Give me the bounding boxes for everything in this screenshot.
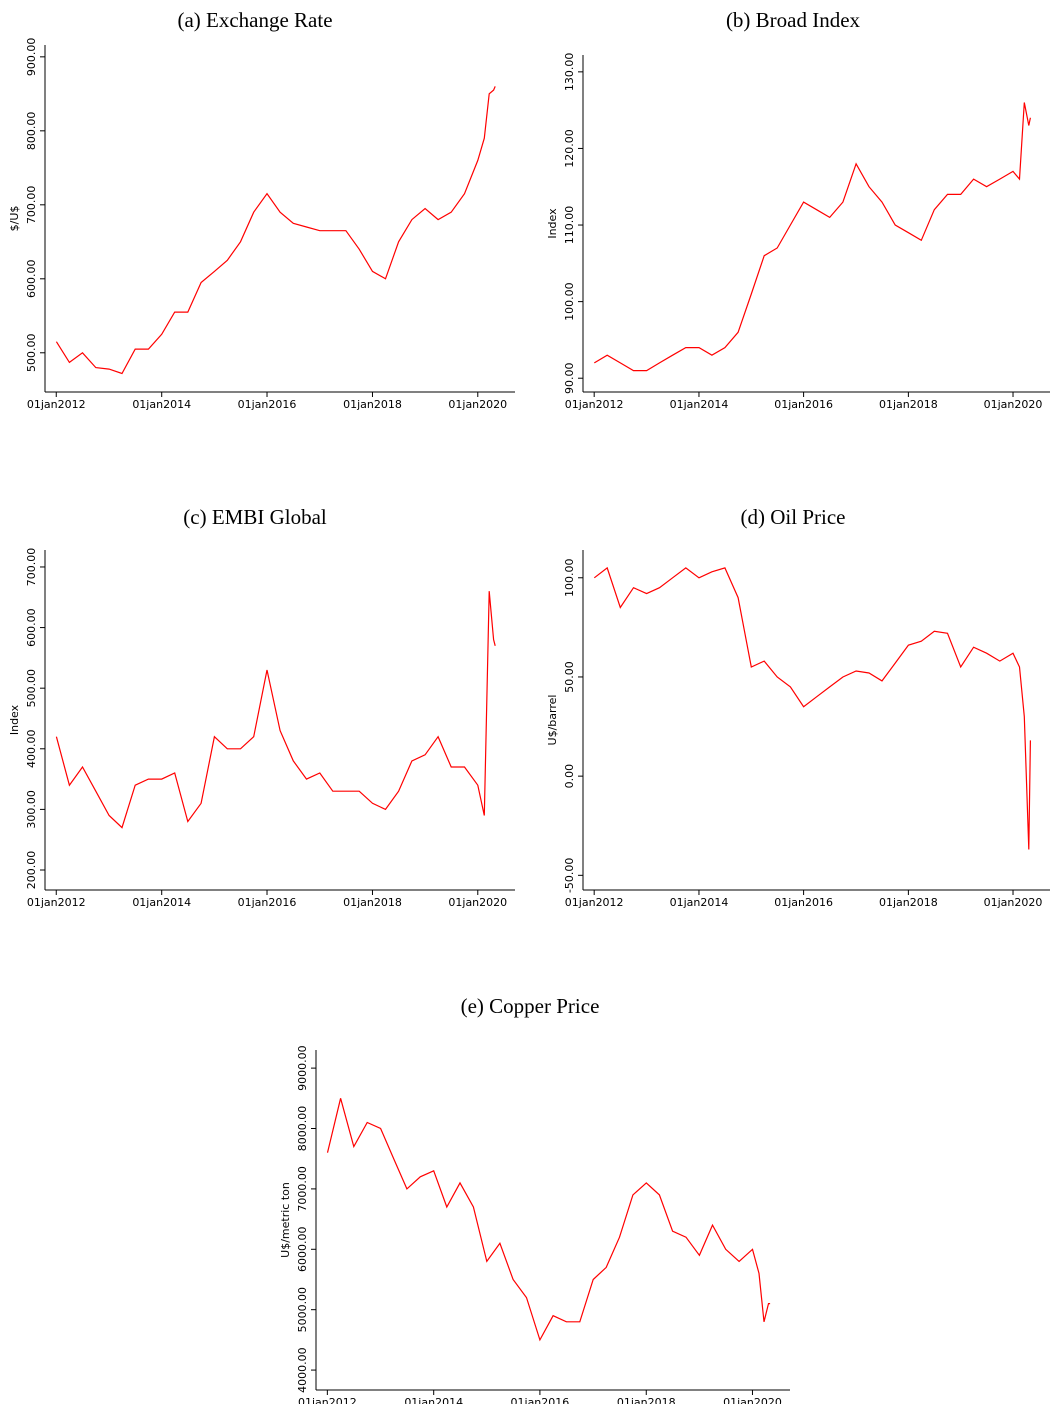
x-tick-label: 01jan2016 <box>774 398 833 411</box>
x-tick-label: 01jan2018 <box>879 398 938 411</box>
y-tick-label: 6000.00 <box>296 1227 309 1273</box>
y-tick-label: -50.00 <box>563 858 576 893</box>
x-tick-label: 01jan2020 <box>984 398 1043 411</box>
x-tick-label: 01jan2012 <box>298 1396 357 1404</box>
x-tick-label: 01jan2020 <box>723 1396 782 1404</box>
chart-title: (b) Broad Index <box>726 8 861 32</box>
y-tick-label: 100.00 <box>563 559 576 598</box>
x-tick-label: 01jan2020 <box>984 896 1043 909</box>
x-tick-label: 01jan2012 <box>27 896 86 909</box>
chart-title: (c) EMBI Global <box>183 505 327 529</box>
y-tick-label: 130.00 <box>563 53 576 92</box>
series-line <box>326 1098 771 1342</box>
y-axis-title: Index <box>8 704 21 735</box>
x-tick-label: 01jan2020 <box>448 896 507 909</box>
x-tick-label: 01jan2014 <box>404 1396 463 1404</box>
y-tick-label: 90.00 <box>563 362 576 394</box>
panel: (e) Copper Price U$/metric ton 4000.00 5000… <box>279 994 790 1404</box>
x-tick-label: 01jan2016 <box>238 896 297 909</box>
x-tick-label: 01jan2018 <box>617 1396 676 1404</box>
y-axis-title: U$/metric ton <box>279 1182 292 1258</box>
x-tick-label: 01jan2014 <box>132 896 191 909</box>
x-tick-label: 01jan2012 <box>565 398 624 411</box>
x-tick-label: 01jan2016 <box>511 1396 570 1404</box>
y-tick-label: 600.00 <box>25 260 38 299</box>
x-tick-label: 01jan2014 <box>670 398 729 411</box>
y-tick-label: 0.00 <box>563 764 576 789</box>
x-tick-label: 01jan2016 <box>774 896 833 909</box>
x-tick-label: 01jan2012 <box>27 398 86 411</box>
y-tick-label: 5000.00 <box>296 1287 309 1333</box>
chart-title: (d) Oil Price <box>741 505 846 529</box>
y-tick-label: 300.00 <box>25 790 38 829</box>
y-tick-label: 500.00 <box>25 669 38 708</box>
y-tick-label: 400.00 <box>25 730 38 769</box>
x-tick-label: 01jan2020 <box>448 398 507 411</box>
y-tick-label: 9000.00 <box>296 1045 309 1091</box>
x-tick-label: 01jan2014 <box>670 896 729 909</box>
y-tick-label: 700.00 <box>25 548 38 587</box>
y-tick-label: 120.00 <box>563 129 576 168</box>
panel: (d) Oil Price U$/barrel -50.00 0.00 50.00 100… <box>546 505 1050 909</box>
x-tick-label: 01jan2016 <box>238 398 297 411</box>
y-tick-label: 4000.00 <box>296 1347 309 1393</box>
panel: (b) Broad Index Index 90.00 100.00 110.00 120… <box>546 8 1050 411</box>
y-tick-label: 600.00 <box>25 608 38 647</box>
x-tick-label: 01jan2018 <box>343 398 402 411</box>
y-tick-label: 100.00 <box>563 282 576 321</box>
series-line <box>55 86 496 375</box>
y-tick-label: 200.00 <box>25 851 38 890</box>
x-tick-label: 01jan2018 <box>879 896 938 909</box>
y-tick-label: 7000.00 <box>296 1166 309 1212</box>
y-tick-label: 500.00 <box>25 334 38 373</box>
y-tick-label: 8000.00 <box>296 1106 309 1152</box>
y-axis-title: Index <box>546 208 559 239</box>
series-line <box>55 591 496 829</box>
panel: (a) Exchange Rate $/U$ 500.00 600.00 700.00 8… <box>8 8 515 411</box>
panel: (c) EMBI Global Index 200.00 300.00 400.00 50… <box>8 505 515 909</box>
y-tick-label: 50.00 <box>563 661 576 693</box>
y-axis-title: $/U$ <box>8 206 21 232</box>
y-tick-label: 800.00 <box>25 112 38 151</box>
y-tick-label: 700.00 <box>25 186 38 225</box>
chart-title: (e) Copper Price <box>461 994 600 1018</box>
chart-title: (a) Exchange Rate <box>177 8 332 32</box>
x-tick-label: 01jan2012 <box>565 896 624 909</box>
x-tick-label: 01jan2014 <box>132 398 191 411</box>
y-tick-label: 900.00 <box>25 38 38 77</box>
y-axis-title: U$/barrel <box>546 695 559 746</box>
y-tick-label: 110.00 <box>563 206 576 245</box>
x-tick-label: 01jan2018 <box>343 896 402 909</box>
series-line <box>593 102 1031 372</box>
series-line <box>593 566 1031 850</box>
